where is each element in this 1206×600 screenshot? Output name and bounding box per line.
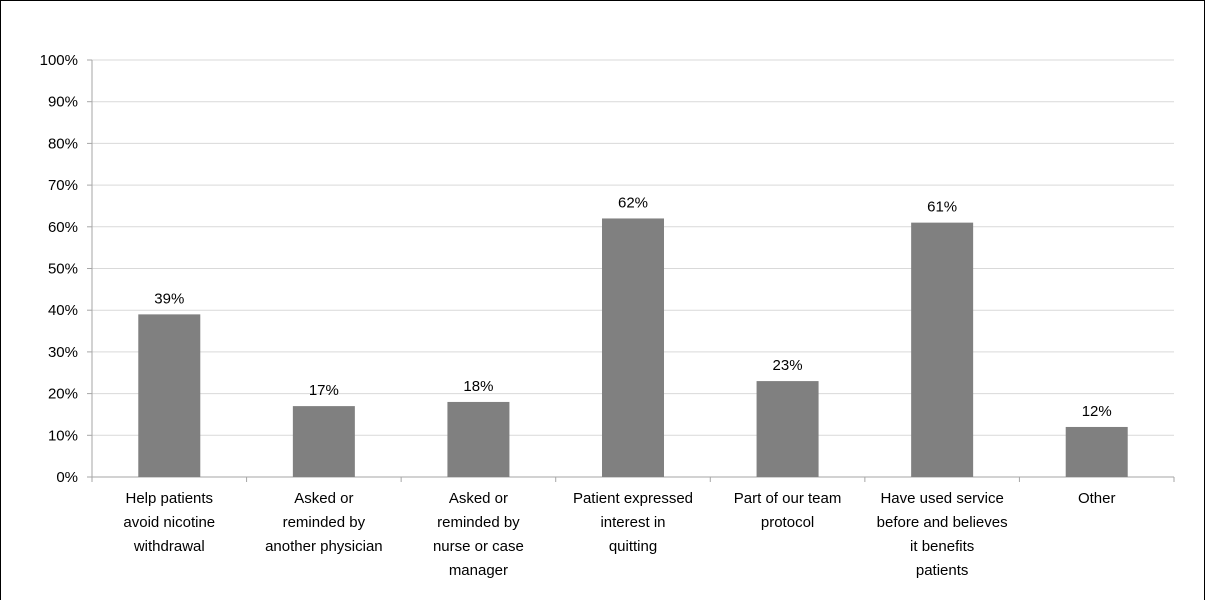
bar bbox=[1065, 426, 1128, 477]
category-label-line: quitting bbox=[609, 538, 657, 555]
y-tick-label: 0% bbox=[56, 469, 78, 486]
category-label-line: Help patients bbox=[126, 490, 214, 507]
data-label: 61% bbox=[927, 199, 957, 216]
category-label-line: Part of our team bbox=[734, 490, 842, 507]
data-label: 12% bbox=[1082, 403, 1112, 420]
y-tick-label: 30% bbox=[48, 344, 78, 361]
category-label-line: Asked or bbox=[294, 490, 353, 507]
category-label-line: withdrawal bbox=[133, 538, 205, 555]
category-label-line: avoid nicotine bbox=[123, 514, 215, 531]
category-label-line: nurse or case bbox=[433, 538, 524, 555]
data-label: 18% bbox=[463, 378, 493, 395]
category-label: Asked or reminded by nurse or case manager bbox=[433, 490, 524, 579]
data-label: 62% bbox=[618, 194, 648, 211]
category-label: Have used service before and believes it b… bbox=[877, 490, 1008, 579]
category-label: Asked or reminded by another physician bbox=[265, 490, 383, 555]
bar bbox=[756, 381, 819, 477]
category-label-line: another physician bbox=[265, 538, 383, 555]
category-label-line: protocol bbox=[761, 514, 814, 531]
y-tick-label: 90% bbox=[48, 94, 78, 111]
category-label-line: interest in bbox=[600, 514, 665, 531]
y-tick-label: 70% bbox=[48, 177, 78, 194]
y-tick-label: 10% bbox=[48, 427, 78, 444]
category-label-line: Asked or bbox=[449, 490, 508, 507]
category-label: Patient expressed interest in quitting bbox=[573, 490, 693, 555]
y-tick-label: 50% bbox=[48, 261, 78, 278]
category-label-line: Have used service bbox=[880, 490, 1003, 507]
bar bbox=[138, 314, 201, 477]
bar bbox=[602, 218, 664, 477]
category-label-line: it benefits bbox=[910, 538, 974, 555]
y-tick-label: 80% bbox=[48, 135, 78, 152]
y-tick-label: 60% bbox=[48, 219, 78, 236]
data-label: 17% bbox=[309, 382, 339, 399]
category-label-line: reminded by bbox=[437, 514, 520, 531]
category-label: Other bbox=[1078, 490, 1116, 507]
y-tick-label: 20% bbox=[48, 386, 78, 403]
data-label: 39% bbox=[154, 290, 184, 307]
y-tick-label: 100% bbox=[40, 52, 78, 69]
bar bbox=[911, 222, 974, 477]
category-label-line: before and believes bbox=[877, 514, 1008, 531]
category-label-line: Patient expressed bbox=[573, 490, 693, 507]
category-label: Part of our team protocol bbox=[734, 490, 842, 531]
bar bbox=[447, 401, 510, 477]
category-label-line: manager bbox=[449, 562, 508, 579]
category-label: Help patients avoid nicotine withdrawal bbox=[123, 490, 215, 555]
bar bbox=[292, 406, 355, 477]
y-tick-label: 40% bbox=[48, 302, 78, 319]
category-label-line: reminded by bbox=[283, 514, 366, 531]
category-label-line: patients bbox=[916, 562, 969, 579]
category-label-line: Other bbox=[1078, 490, 1116, 507]
data-label: 23% bbox=[773, 357, 803, 374]
